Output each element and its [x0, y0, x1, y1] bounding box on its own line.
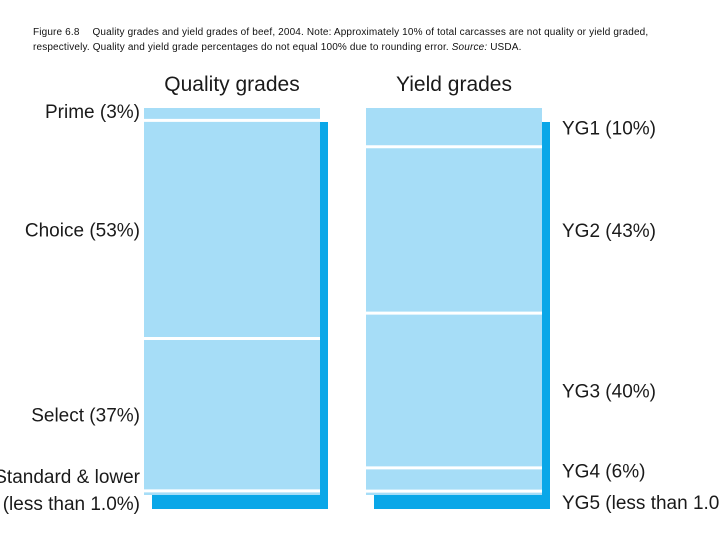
- yield-label-2: YG2 (43%): [562, 221, 656, 242]
- quality-segment-3: [144, 338, 320, 491]
- quality-label-1: Prime (3%): [45, 102, 140, 123]
- source-label: Source:: [451, 42, 488, 53]
- quality-segment-1: [144, 108, 320, 121]
- quality-segment-4: [144, 490, 320, 495]
- quality-label-4-line1: Standard & lower: [0, 467, 141, 488]
- figure-number: Figure 6.8: [33, 27, 80, 38]
- yield-grades-header: Yield grades: [396, 73, 512, 96]
- quality-label-4-line2: (less than 1.0%): [3, 494, 140, 515]
- yield-label-1: YG1 (10%): [562, 118, 656, 139]
- yield-segment-5: [366, 491, 542, 495]
- quality-label-3: Select (37%): [31, 406, 140, 427]
- caption-text: Quality grades and yield grades of beef,…: [33, 27, 649, 53]
- yield-segment-2: [366, 146, 542, 314]
- quality-label-4: Standard & lower (less than 1.0%): [0, 467, 141, 515]
- yield-segment-3: [366, 313, 542, 468]
- yield-label-3: YG3 (40%): [562, 382, 656, 403]
- quality-label-2: Choice (53%): [25, 220, 140, 241]
- yield-label-5: YG5 (less than 1.0%): [562, 493, 720, 514]
- yield-label-4: YG4 (6%): [562, 462, 645, 483]
- yield-segment-4: [366, 467, 542, 492]
- quality-grades-header: Quality grades: [164, 73, 299, 96]
- quality-segment-2: [144, 120, 320, 339]
- source-text: USDA.: [490, 42, 522, 53]
- yield-segment-1: [366, 108, 542, 147]
- figure-caption: Figure 6.8 Quality grades and yield grad…: [33, 25, 693, 55]
